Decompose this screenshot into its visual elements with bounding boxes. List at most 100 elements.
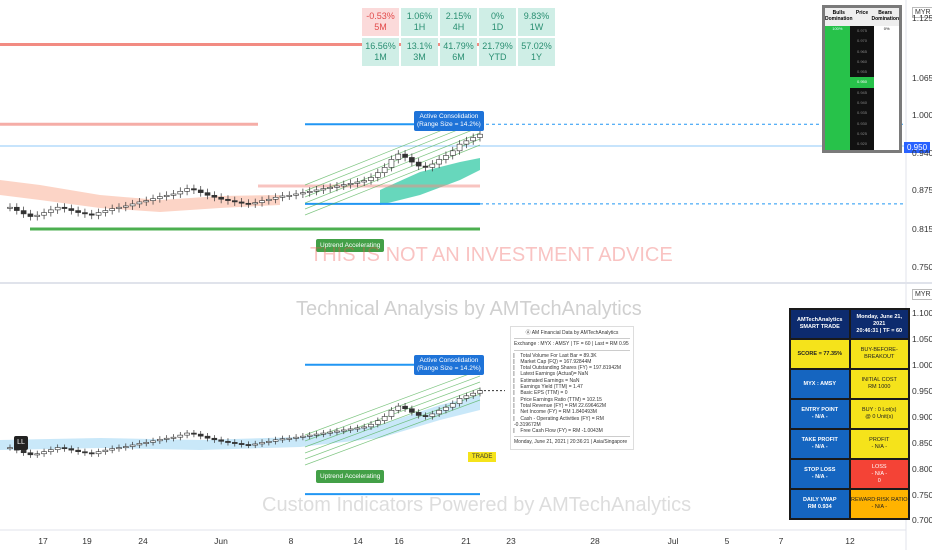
- candle-top: [150, 198, 156, 201]
- candle-bottom: [54, 447, 61, 450]
- y-tick-bottom: 0.900: [912, 412, 932, 422]
- uptrend-label-bottom: Uptrend Accelerating: [316, 470, 385, 483]
- trend-channel-line: [304, 120, 481, 192]
- perf-cell: 0% 1D: [479, 8, 516, 36]
- bulls-value: 100%: [832, 26, 843, 31]
- candle-top: [477, 133, 483, 138]
- info-exchange: Exchange : MYX : AMSY | TF = 60 | Last =…: [514, 341, 629, 348]
- candle-top: [443, 155, 449, 160]
- candle-bottom: [82, 451, 88, 454]
- candle-top: [143, 200, 150, 203]
- domination-price: 0.925: [857, 130, 868, 136]
- candle-top: [266, 198, 272, 201]
- candle-top: [361, 180, 368, 183]
- candle-top: [197, 189, 204, 193]
- candle-bottom: [395, 405, 402, 411]
- candle-top: [129, 203, 136, 207]
- trade-value-text: BUY : 0 Lot(s) @ 0 Unit(s): [862, 407, 897, 420]
- bears-value: 0%: [883, 26, 890, 31]
- perf-cell: 1.06% 1H: [401, 8, 438, 36]
- info-line: ⎸ Total Revenue (FY) = RM 22.696462M: [514, 402, 607, 409]
- info-line: ⎸ Earnings Yield (TTM) = 1.47: [514, 384, 583, 391]
- candle-top: [368, 177, 374, 181]
- trade-row-value: BUY-BEFORE-BREAKOUT: [850, 340, 908, 368]
- candle-top: [191, 188, 197, 191]
- candle-top: [211, 194, 218, 198]
- perf-period: 1D: [491, 22, 504, 32]
- candle-top: [381, 167, 388, 174]
- trade-label-text: SCORE = 77.35%: [797, 350, 842, 357]
- x-tick: 12: [845, 536, 855, 546]
- candle-bottom: [231, 442, 238, 444]
- info-line: ⎸ Total Volume For Last Bar = 89.3K: [514, 352, 597, 359]
- bulls-header: Bulls Domination: [825, 8, 853, 26]
- candle-top: [470, 137, 476, 142]
- candle-bottom: [381, 416, 388, 421]
- trade-label-text: MYX : AMSY: [803, 380, 837, 387]
- perf-period: 4H: [452, 22, 465, 32]
- candle-top: [225, 198, 231, 201]
- trend-channel-line-bottom: [304, 399, 481, 466]
- candle-top: [422, 165, 429, 168]
- candle-top: [313, 189, 320, 192]
- callout-bottom-text: Active Consolidation (Range Size = 14.2%…: [417, 357, 481, 372]
- trade-header-right: Monday, June 21, 2021 20:46:31 | TF = 60: [850, 310, 908, 338]
- perf-cell: 57.02% 1Y: [518, 38, 555, 66]
- candle-top: [184, 188, 190, 192]
- candle-top: [320, 188, 327, 191]
- candle-top: [54, 206, 61, 211]
- x-tick: 21: [461, 536, 471, 546]
- candle-bottom: [245, 444, 252, 446]
- candle-bottom: [197, 433, 204, 437]
- candle-top: [340, 184, 347, 187]
- candle-top: [95, 212, 102, 216]
- currency-label-bottom: MYR: [912, 289, 932, 300]
- candle-bottom: [368, 423, 374, 428]
- candle-top: [429, 163, 436, 168]
- candle-bottom: [293, 436, 299, 439]
- technical-watermark: Technical Analysis by AMTechAnalytics: [296, 298, 642, 320]
- candle-top: [170, 193, 177, 196]
- perf-period: 3M: [413, 52, 426, 62]
- candle-top: [116, 206, 122, 209]
- x-tick: 14: [353, 536, 363, 546]
- candle-top: [238, 201, 245, 204]
- candle-top: [218, 196, 224, 200]
- candle-bottom: [109, 448, 115, 451]
- trend-channel-line-bottom: [304, 387, 481, 454]
- candle-top: [449, 150, 456, 156]
- domination-price: 0.955: [857, 69, 868, 75]
- candle-top: [402, 153, 408, 158]
- candle-top: [245, 202, 252, 205]
- trade-value-text: BUY-BEFORE-BREAKOUT: [860, 347, 898, 360]
- candle-top: [463, 140, 470, 145]
- x-tick: Jun: [214, 536, 228, 546]
- trade-label-text: DAILY VWAP RM 0.934: [802, 497, 837, 510]
- perf-value: -0.53%: [366, 11, 395, 21]
- y-tick-bottom: 0.950: [912, 386, 932, 396]
- info-line: ⎸ Cash - Operating Activities (FY) = RM …: [514, 415, 604, 428]
- candle-top: [177, 191, 184, 195]
- info-title: Ⓐ AM Financial Data by AMTechAnalytics: [525, 330, 619, 336]
- domination-price: 0.960: [857, 58, 868, 64]
- candle-bottom: [225, 441, 231, 443]
- info-line: ⎸ Basic EPS (TTM) = 0: [514, 390, 568, 397]
- candle-top: [231, 200, 238, 203]
- perf-period: YTD: [488, 52, 507, 62]
- trade-row-label: MYX : AMSY: [791, 370, 849, 398]
- ichimoku-cloud-red: [0, 180, 280, 212]
- y-tick-top: 0.750: [912, 262, 932, 272]
- domination-panel: Bulls Domination Price Bears Domination …: [822, 5, 902, 153]
- candle-bottom: [20, 449, 27, 454]
- candle-bottom: [375, 420, 381, 425]
- candle-bottom: [388, 409, 395, 417]
- bulls-column: 100%: [825, 26, 850, 150]
- candle-bottom: [34, 453, 41, 456]
- perf-value: 2.15%: [445, 11, 472, 21]
- perf-value: 41.79%: [443, 41, 474, 51]
- candle-bottom: [354, 427, 361, 430]
- y-tick-bottom: 0.850: [912, 438, 932, 448]
- candle-top: [279, 195, 286, 198]
- trade-label-text: ENTRY POINT - N/A -: [801, 407, 839, 420]
